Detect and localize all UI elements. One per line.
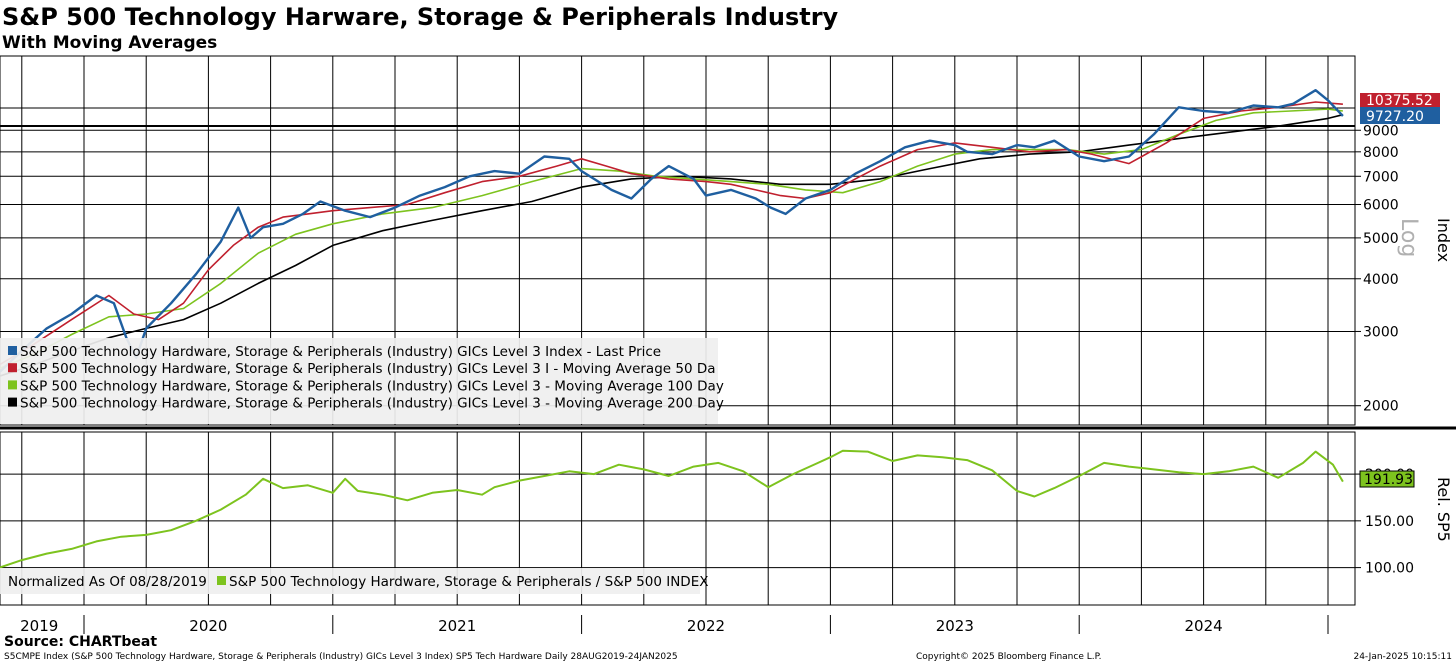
chart-subtitle: With Moving Averages bbox=[2, 33, 218, 53]
legend-swatch-ma200 bbox=[8, 397, 17, 407]
last-value-price: 9727.20 bbox=[1366, 109, 1424, 125]
last-value-ma50-box bbox=[1360, 93, 1440, 108]
legend-bottom-background bbox=[0, 568, 700, 594]
series-line-relative bbox=[0, 449, 1344, 569]
series-line-ma50 bbox=[0, 101, 1343, 366]
footer-description: S5CMPE Index (S&P 500 Technology Hardwar… bbox=[4, 652, 678, 662]
y-tick-label-top: 9000 bbox=[1363, 123, 1399, 139]
chart-title: S&P 500 Technology Harware, Storage & Pe… bbox=[2, 3, 839, 31]
legend-entry-price: S&P 500 Technology Hardware, Storage & P… bbox=[20, 344, 661, 360]
y-tick-label-bottom: 100.00 bbox=[1365, 561, 1414, 577]
series-line-ma100 bbox=[0, 108, 1344, 370]
legend-entry-ma50: S&P 500 Technology Hardware, Storage & P… bbox=[20, 361, 716, 377]
x-tick-label-year: 2021 bbox=[438, 617, 476, 635]
y-tick-label-top: 8000 bbox=[1363, 145, 1399, 161]
footer-timestamp: 24-Jan-2025 10:15:11 bbox=[1353, 652, 1452, 662]
x-tick-label-year: 2022 bbox=[687, 617, 725, 635]
x-tick-label-year: 2024 bbox=[1185, 617, 1223, 635]
top-panel-frame bbox=[0, 55, 1356, 426]
last-value-relative: 191.93 bbox=[1364, 472, 1413, 488]
x-tick-label-year: 2020 bbox=[189, 617, 227, 635]
legend-entry-ma100: S&P 500 Technology Hardware, Storage & P… bbox=[20, 378, 724, 394]
y-tick-label-top: 4000 bbox=[1363, 272, 1399, 288]
y-tick-label-top: 7000 bbox=[1363, 169, 1399, 185]
y-tick-label-top: 3000 bbox=[1363, 324, 1399, 340]
scale-note: Log bbox=[1396, 218, 1421, 257]
y-tick-label-top: 6000 bbox=[1363, 198, 1399, 214]
series-line-ma200 bbox=[0, 113, 1344, 377]
y-axis-label-bottom: Rel. SP5 bbox=[1434, 477, 1453, 542]
legend-swatch-ma50 bbox=[8, 363, 17, 373]
last-value-price-box bbox=[1360, 107, 1440, 124]
y-tick-label-top: 5000 bbox=[1363, 231, 1399, 247]
legend-swatch-ma100 bbox=[8, 380, 17, 390]
y-axis-label-top: Index bbox=[1434, 218, 1453, 262]
x-tick-label-year: 2023 bbox=[936, 617, 974, 635]
legend-swatch-price bbox=[8, 346, 17, 355]
x-tick-label-year: 2019 bbox=[20, 617, 58, 635]
legend-swatch-relative bbox=[217, 576, 226, 585]
legend-top-background bbox=[0, 338, 718, 424]
y-tick-label-top: 2000 bbox=[1363, 399, 1399, 415]
y-tick-label-bottom: 150.00 bbox=[1365, 514, 1414, 530]
series-line-price bbox=[0, 88, 1344, 374]
source-note: Source: CHARTbeat bbox=[4, 634, 158, 650]
legend-entry-relative: S&P 500 Technology Hardware, Storage & P… bbox=[229, 574, 708, 590]
last-value-ma50: 10375.52 bbox=[1366, 93, 1433, 109]
footer-copyright: Copyright© 2025 Bloomberg Finance L.P. bbox=[916, 652, 1102, 662]
legend-normalized-note: Normalized As Of 08/28/2019 bbox=[8, 574, 207, 590]
last-value-relative-box bbox=[1359, 470, 1415, 488]
legend-entry-ma200: S&P 500 Technology Hardware, Storage & P… bbox=[20, 396, 724, 412]
